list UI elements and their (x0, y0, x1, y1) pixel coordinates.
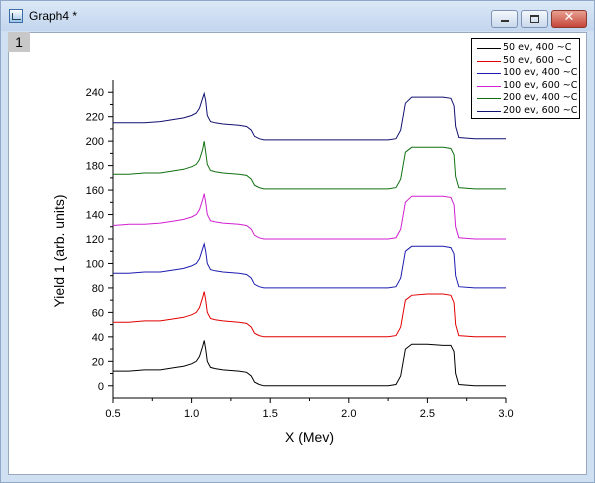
legend-item: 100 ev, 400 ~C (472, 67, 579, 79)
legend-label: 100 ev, 400 ~C (503, 67, 577, 79)
y-axis-label: Yield 1 (arb. units) (51, 194, 67, 307)
x-tick-label: 1.0 (184, 408, 199, 420)
y-tick-label: 0 (98, 381, 104, 393)
x-tick-label: 2.0 (341, 408, 356, 420)
legend-swatch (477, 111, 501, 112)
y-tick-label: 180 (86, 161, 104, 173)
y-tick-label: 100 (86, 258, 104, 270)
legend-swatch (477, 98, 501, 99)
x-tick-label: 2.5 (420, 408, 435, 420)
y-tick-label: 160 (86, 185, 104, 197)
y-tick-label: 40 (92, 332, 104, 344)
legend-label: 200 ev, 400 ~C (503, 92, 577, 104)
series-line-2 (113, 292, 506, 337)
legend-item: 200 ev, 400 ~C (472, 92, 579, 104)
x-tick-label: 1.5 (263, 408, 278, 420)
legend-swatch (477, 86, 501, 87)
series-line-4 (113, 194, 506, 239)
legend-item: 200 ev, 600 ~C (472, 105, 579, 117)
y-tick-label: 20 (92, 356, 104, 368)
series-line-3 (113, 244, 506, 288)
legend-swatch (477, 61, 501, 62)
x-axis-label: X (Mev) (285, 429, 334, 445)
x-tick-label: 3.0 (498, 408, 513, 420)
legend-swatch (477, 73, 501, 74)
y-tick-label: 140 (86, 210, 104, 222)
legend-item: 50 ev, 600 ~C (472, 55, 579, 67)
legend-swatch (477, 48, 501, 49)
data-series (113, 94, 506, 386)
series-line-1 (113, 341, 506, 386)
series-line-6 (113, 94, 506, 140)
legend[interactable]: 50 ev, 400 ~C 50 ev, 600 ~C 100 ev, 400 ~C… (471, 38, 580, 119)
legend-label: 200 ev, 600 ~C (503, 105, 577, 117)
legend-item: 100 ev, 600 ~C (472, 80, 579, 92)
legend-item: 50 ev, 400 ~C (472, 42, 579, 54)
y-tick-label: 200 (86, 136, 104, 148)
y-tick-label: 240 (86, 87, 104, 99)
x-tick-label: 0.5 (105, 408, 120, 420)
y-tick-label: 120 (86, 234, 104, 246)
legend-label: 100 ev, 600 ~C (503, 80, 577, 92)
legend-label: 50 ev, 400 ~C (503, 42, 571, 54)
legend-label: 50 ev, 600 ~C (503, 55, 571, 67)
y-tick-label: 220 (86, 112, 104, 124)
series-line-5 (113, 141, 506, 189)
y-tick-label: 60 (92, 307, 104, 319)
y-tick-label: 80 (92, 283, 104, 295)
